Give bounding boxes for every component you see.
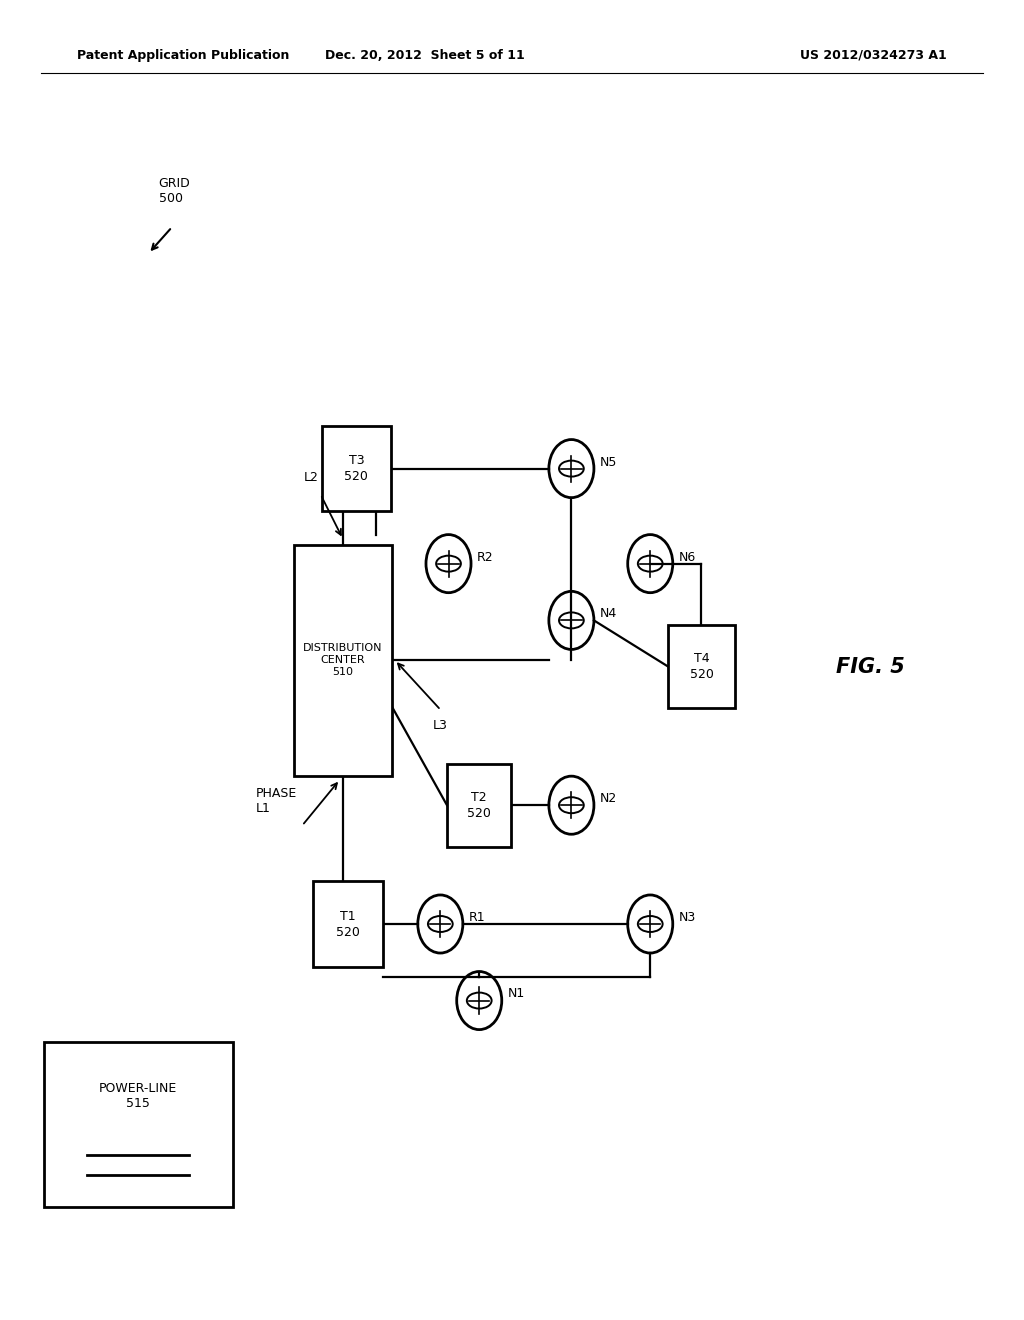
- Text: US 2012/0324273 A1: US 2012/0324273 A1: [801, 49, 947, 62]
- Text: N3: N3: [679, 911, 696, 924]
- Text: L3: L3: [432, 718, 447, 731]
- Text: PHASE
L1: PHASE L1: [256, 788, 297, 816]
- Text: Dec. 20, 2012  Sheet 5 of 11: Dec. 20, 2012 Sheet 5 of 11: [325, 49, 525, 62]
- Text: T1
520: T1 520: [336, 909, 360, 939]
- Text: N1: N1: [508, 987, 525, 1001]
- Bar: [446, 763, 512, 847]
- Text: R2: R2: [477, 550, 494, 564]
- Text: N4: N4: [600, 607, 617, 620]
- Text: L2: L2: [304, 471, 319, 484]
- Bar: [669, 626, 735, 708]
- Text: N2: N2: [600, 792, 617, 805]
- Text: N5: N5: [600, 455, 617, 469]
- Text: N6: N6: [679, 550, 696, 564]
- Text: DISTRIBUTION
CENTER
510: DISTRIBUTION CENTER 510: [303, 643, 383, 677]
- Bar: [44, 1043, 233, 1206]
- Text: Patent Application Publication: Patent Application Publication: [77, 49, 289, 62]
- Bar: [295, 545, 392, 776]
- Text: R1: R1: [469, 911, 485, 924]
- Text: FIG. 5: FIG. 5: [836, 656, 905, 677]
- Bar: [322, 425, 391, 511]
- Text: POWER-LINE
515: POWER-LINE 515: [99, 1081, 177, 1110]
- Text: T2
520: T2 520: [467, 791, 492, 820]
- Bar: [313, 882, 383, 966]
- Text: T3
520: T3 520: [344, 454, 369, 483]
- Text: T4
520: T4 520: [689, 652, 714, 681]
- Text: GRID
500: GRID 500: [159, 177, 190, 205]
